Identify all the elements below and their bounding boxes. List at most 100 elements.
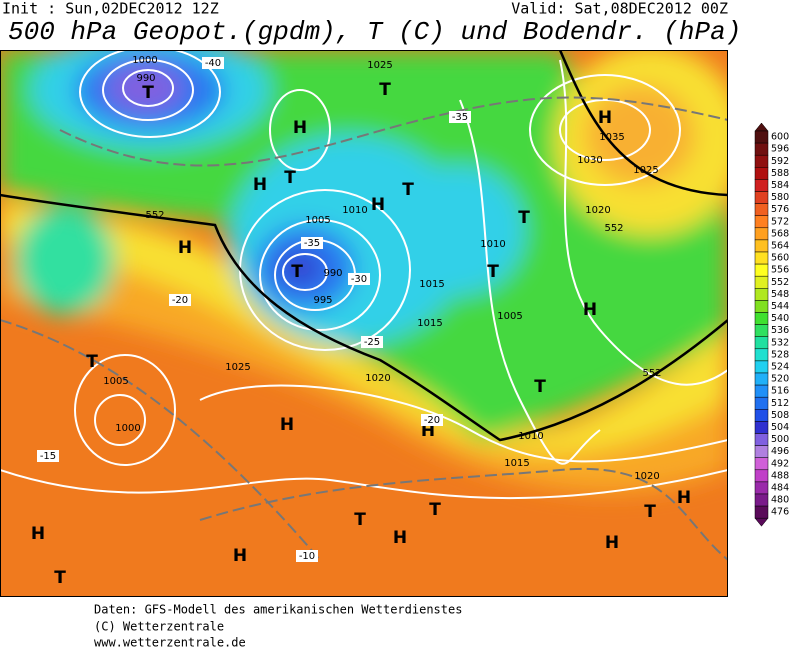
legend-cell: [754, 312, 769, 325]
legend-cell: [754, 336, 769, 350]
footer-line: Daten: GFS-Modell des amerikanischen Wet…: [94, 603, 462, 617]
isobar-label: 1010: [480, 239, 505, 250]
pressure-center: T: [518, 208, 530, 228]
temperature-label: -15: [40, 451, 56, 462]
isobar-label: 990: [323, 268, 342, 279]
legend-cell: [754, 191, 769, 204]
isobar-label: 1020: [585, 205, 610, 216]
temp-box: [202, 57, 224, 69]
isobar-label: 1025: [367, 60, 392, 71]
isobar-label: 990: [136, 73, 155, 84]
legend-label: 592: [771, 156, 789, 167]
temp-box: [169, 294, 191, 306]
footer-line: (C) Wetterzentrale: [94, 620, 224, 634]
valid-time: Valid: Sat,08DEC2012 00Z: [511, 0, 728, 18]
isobar-label: 1005: [305, 215, 330, 226]
pressure-center: T: [644, 502, 656, 522]
isobar-label: 1035: [599, 132, 624, 143]
legend-tip: [754, 517, 769, 527]
temp-box: [37, 450, 59, 462]
legend-label: 552: [771, 277, 789, 288]
legend-label: 520: [771, 374, 789, 385]
legend-cell: [754, 324, 769, 337]
pressure-center: T: [354, 510, 366, 530]
legend-cell: [754, 288, 769, 301]
legend-label: 548: [771, 289, 789, 300]
legend-label: 596: [771, 144, 789, 155]
isobar-label: 552: [642, 368, 661, 379]
legend-cell: [754, 203, 769, 216]
legend-label: 600: [771, 132, 789, 143]
temp-box: [348, 273, 370, 285]
pressure-center: H: [677, 488, 691, 508]
pressure-center: T: [402, 180, 414, 200]
temp-box: [361, 336, 383, 348]
legend-cell: [754, 469, 769, 483]
isobar-label: 1010: [342, 205, 367, 216]
pressure-center: T: [291, 262, 303, 282]
legend-cell: [754, 348, 769, 362]
legend-label: 480: [771, 495, 789, 506]
legend-cell: [754, 505, 769, 519]
legend-cell: [754, 251, 769, 265]
pressure-center: H: [583, 300, 597, 320]
isobar-label: 1000: [132, 55, 157, 66]
legend-cell: [754, 396, 769, 410]
isobar-label: 1030: [577, 155, 602, 166]
pressure-center: H: [253, 175, 267, 195]
legend-cell: [754, 360, 769, 374]
isobar-label: 1015: [419, 279, 444, 290]
legend-label: 572: [771, 216, 789, 227]
temperature-label: -10: [299, 551, 315, 562]
legend-cell: [754, 227, 769, 241]
legend-cell: [754, 154, 769, 168]
legend-cell: [754, 179, 769, 192]
legend-cell: [754, 263, 769, 277]
legend-label: 512: [771, 398, 789, 409]
temperature-label: -25: [364, 337, 380, 348]
pressure-center: H: [371, 195, 385, 215]
legend-label: 540: [771, 313, 789, 324]
temperature-label: -35: [304, 238, 320, 249]
legend-label: 576: [771, 204, 789, 215]
legend-label: 496: [771, 446, 789, 457]
isobar-label: 552: [145, 210, 164, 221]
legend-cell: [754, 275, 769, 289]
temperature-label: -35: [452, 112, 468, 123]
pressure-center: H: [178, 238, 192, 258]
legend-label: 508: [771, 410, 789, 421]
legend-cell: [754, 215, 769, 229]
legend-cell: [754, 130, 769, 144]
legend-cell: [754, 372, 769, 386]
legend-cell: [754, 445, 769, 458]
legend-label: 536: [771, 325, 789, 336]
isobar-label: 1010: [518, 431, 543, 442]
legend-cell: [754, 409, 769, 422]
temperature-label: -20: [172, 295, 188, 306]
pressure-center: T: [429, 500, 441, 520]
pressure-center: H: [233, 546, 247, 566]
pressure-center: H: [280, 415, 294, 435]
isobar-label: 1020: [365, 373, 390, 384]
legend-tip: [754, 122, 769, 132]
legend-label: 492: [771, 458, 789, 469]
legend-label: 488: [771, 470, 789, 481]
map-title: 500 hPa Geopot.(gpdm), T (C) und Bodendr…: [8, 17, 741, 47]
legend-label: 476: [771, 507, 789, 518]
pressure-center: T: [379, 80, 391, 100]
legend-cell: [754, 142, 769, 156]
temp-box: [449, 111, 471, 123]
pressure-center: H: [605, 533, 619, 553]
temp-box: [421, 414, 443, 426]
legend-label: 580: [771, 192, 789, 203]
pressure-center: T: [86, 352, 98, 372]
legend-label: 484: [771, 482, 789, 493]
legend-cell: [754, 421, 769, 434]
legend-label: 528: [771, 349, 789, 360]
pressure-center: H: [31, 524, 45, 544]
isobar-label: 1005: [103, 376, 128, 387]
pressure-center: T: [534, 377, 546, 397]
